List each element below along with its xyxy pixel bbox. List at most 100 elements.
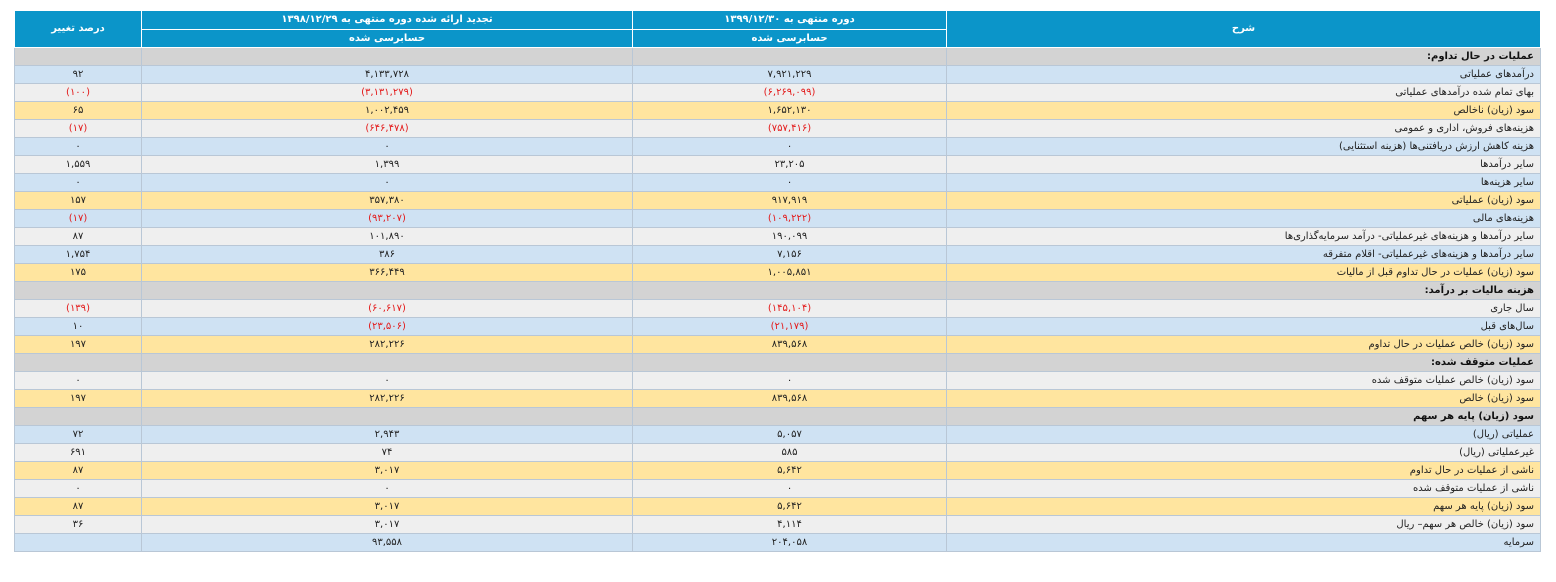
income-statement: شرح دوره منتهی به ۱۳۹۹/۱۲/۳۰ تجدید ارائه…	[14, 10, 1541, 552]
table-row: سایر درآمدها و هزینه‌های غیرعملیاتی- درآ…	[14, 227, 1541, 246]
current-value-cell: (۱۰۹,۲۲۲)	[632, 209, 947, 228]
row-label: هزینه‌های مالی	[946, 209, 1541, 228]
current-value-cell: ۹۱۷,۹۱۹	[632, 191, 947, 210]
table-row: سود (زیان) خالص هر سهم– ریال ۴,۱۱۴ ۳,۰۱۷ ۳۶	[14, 515, 1541, 534]
header-previous-period: تجدید ارائه شده دوره منتهی به ۱۳۹۸/۱۲/۲۹	[141, 10, 633, 30]
previous-value-cell: ۳۸۶	[141, 245, 633, 264]
table-header: شرح دوره منتهی به ۱۳۹۹/۱۲/۳۰ تجدید ارائه…	[14, 10, 1541, 48]
change-pct-cell: ۸۷	[14, 497, 142, 516]
section-row: عملیات متوقف شده:	[14, 353, 1541, 372]
change-pct-cell: ۹۲	[14, 65, 142, 84]
table-row: ناشی از عملیات در حال تداوم ۵,۶۴۲ ۳,۰۱۷ ۸۷	[14, 461, 1541, 480]
current-value-cell: ۰	[632, 137, 947, 156]
previous-value-cell: ۱۰۱,۸۹۰	[141, 227, 633, 246]
table-row: درآمدهای عملیاتی ۷,۹۲۱,۲۲۹ ۴,۱۳۳,۷۲۸ ۹۲	[14, 65, 1541, 84]
table-row: غیرعملیاتی (ریال) ۵۸۵ ۷۴ ۶۹۱	[14, 443, 1541, 462]
change-pct-cell: ۷۲	[14, 425, 142, 444]
change-pct-cell	[14, 407, 142, 426]
change-pct-cell: ۸۷	[14, 227, 142, 246]
table-row: سود (زیان) پایه هر سهم ۵,۶۴۲ ۳,۰۱۷ ۸۷	[14, 497, 1541, 516]
change-pct-cell: ۱,۵۵۹	[14, 155, 142, 174]
current-value-cell: ۵,۶۴۲	[632, 497, 947, 516]
table-row: سود (زیان) خالص عملیات متوقف شده ۰ ۰ ۰	[14, 371, 1541, 390]
row-label: سود (زیان) خالص عملیات در حال تداوم	[946, 335, 1541, 354]
change-pct-cell	[14, 353, 142, 372]
table-row: سود (زیان) عملیات در حال تداوم قبل از ما…	[14, 263, 1541, 282]
row-label: سال‌های قبل	[946, 317, 1541, 336]
previous-value-cell: ۹۳,۵۵۸	[141, 533, 633, 552]
change-pct-cell	[14, 281, 142, 300]
row-label: سایر درآمدها و هزینه‌های غیرعملیاتی- درآ…	[946, 227, 1541, 246]
previous-value-cell: ۷۴	[141, 443, 633, 462]
previous-value-cell: ۰	[141, 479, 633, 498]
row-label: درآمدهای عملیاتی	[946, 65, 1541, 84]
previous-value-cell: ۱,۳۹۹	[141, 155, 633, 174]
current-value-cell	[632, 407, 947, 426]
previous-value-cell: ۴,۱۳۳,۷۲۸	[141, 65, 633, 84]
header-current-period: دوره منتهی به ۱۳۹۹/۱۲/۳۰	[632, 10, 947, 30]
change-pct-cell: ۰	[14, 479, 142, 498]
current-value-cell: ۸۳۹,۵۶۸	[632, 389, 947, 408]
previous-value-cell	[141, 407, 633, 426]
current-value-cell: ۴,۱۱۴	[632, 515, 947, 534]
header-previous-audited: حسابرسی شده	[141, 29, 633, 48]
table-body: عملیات در حال تداوم: درآمدهای عملیاتی ۷,۹۲…	[14, 47, 1541, 552]
current-value-cell: ۰	[632, 479, 947, 498]
change-pct-cell: ۶۵	[14, 101, 142, 120]
current-value-cell: ۷,۱۵۶	[632, 245, 947, 264]
current-value-cell: (۷۵۷,۴۱۶)	[632, 119, 947, 138]
change-pct-cell: (۱۷)	[14, 209, 142, 228]
change-pct-cell: ۱۰	[14, 317, 142, 336]
previous-value-cell: ۰	[141, 173, 633, 192]
table-row: سود (زیان) ناخالص ۱,۶۵۲,۱۳۰ ۱,۰۰۲,۴۵۹ ۶۵	[14, 101, 1541, 120]
current-value-cell: ۲۳,۲۰۵	[632, 155, 947, 174]
table-row: سال جاری (۱۴۵,۱۰۴) (۶۰,۶۱۷) (۱۳۹)	[14, 299, 1541, 318]
current-value-cell	[632, 47, 947, 66]
section-label: عملیات متوقف شده:	[946, 353, 1541, 372]
current-value-cell: ۱۹۰,۰۹۹	[632, 227, 947, 246]
previous-value-cell: ۲,۹۴۳	[141, 425, 633, 444]
current-value-cell: ۵,۰۵۷	[632, 425, 947, 444]
table-row: هزینه‌های مالی (۱۰۹,۲۲۲) (۹۳,۲۰۷) (۱۷)	[14, 209, 1541, 228]
change-pct-cell: ۱۷۵	[14, 263, 142, 282]
change-pct-cell	[14, 47, 142, 66]
previous-value-cell: ۲۸۲,۲۲۶	[141, 389, 633, 408]
current-value-cell: ۱,۰۰۵,۸۵۱	[632, 263, 947, 282]
previous-value-cell: (۳,۱۳۱,۲۷۹)	[141, 83, 633, 102]
section-row: هزینه مالیات بر درآمد:	[14, 281, 1541, 300]
table-row: سود (زیان) خالص ۸۳۹,۵۶۸ ۲۸۲,۲۲۶ ۱۹۷	[14, 389, 1541, 408]
table-row: ناشی از عملیات متوقف شده ۰ ۰ ۰	[14, 479, 1541, 498]
current-value-cell: (۲۱,۱۷۹)	[632, 317, 947, 336]
change-pct-cell: ۸۷	[14, 461, 142, 480]
current-value-cell	[632, 281, 947, 300]
previous-value-cell: ۱,۰۰۲,۴۵۹	[141, 101, 633, 120]
row-label: سرمایه	[946, 533, 1541, 552]
row-label: سود (زیان) عملیات در حال تداوم قبل از ما…	[946, 263, 1541, 282]
row-label: سایر هزینه‌ها	[946, 173, 1541, 192]
change-pct-cell: ۶۹۱	[14, 443, 142, 462]
current-value-cell: ۵,۶۴۲	[632, 461, 947, 480]
current-value-cell: ۲۰۴,۰۵۸	[632, 533, 947, 552]
table-row: سرمایه ۲۰۴,۰۵۸ ۹۳,۵۵۸	[14, 533, 1541, 552]
current-value-cell	[632, 353, 947, 372]
row-label: ناشی از عملیات متوقف شده	[946, 479, 1541, 498]
previous-value-cell: ۳,۰۱۷	[141, 461, 633, 480]
previous-value-cell: (۹۳,۲۰۷)	[141, 209, 633, 228]
previous-value-cell	[141, 47, 633, 66]
current-value-cell: ۱,۶۵۲,۱۳۰	[632, 101, 947, 120]
table-row: سایر درآمدها و هزینه‌های غیرعملیاتی- اقل…	[14, 245, 1541, 264]
current-value-cell: ۰	[632, 371, 947, 390]
row-label: سود (زیان) خالص هر سهم– ریال	[946, 515, 1541, 534]
change-pct-cell: (۱۷)	[14, 119, 142, 138]
previous-value-cell: ۰	[141, 137, 633, 156]
change-pct-cell: ۱۹۷	[14, 389, 142, 408]
previous-value-cell: (۲۳,۵۰۶)	[141, 317, 633, 336]
table-row: هزینه کاهش ارزش دریافتنی‌ها (هزینه استثن…	[14, 137, 1541, 156]
row-label: سود (زیان) عملیاتی	[946, 191, 1541, 210]
header-desc: شرح	[946, 10, 1541, 48]
row-label: سود (زیان) خالص عملیات متوقف شده	[946, 371, 1541, 390]
table-row: هزینه‌های فروش، اداری و عمومی (۷۵۷,۴۱۶) (۶…	[14, 119, 1541, 138]
previous-value-cell	[141, 353, 633, 372]
change-pct-cell: (۱۳۹)	[14, 299, 142, 318]
previous-value-cell: ۳,۰۱۷	[141, 497, 633, 516]
